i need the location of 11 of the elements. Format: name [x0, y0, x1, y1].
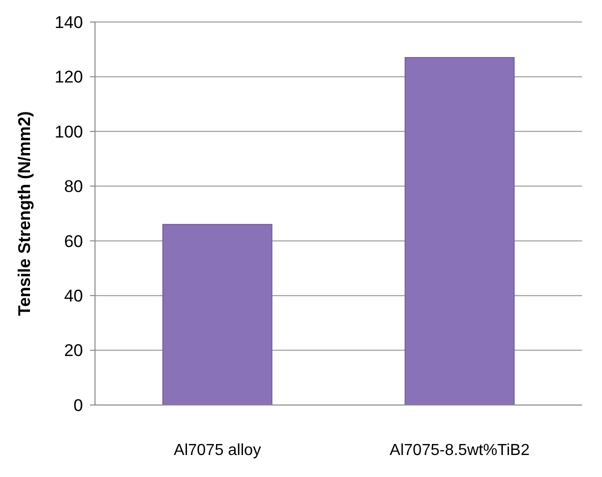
y-tick-label: 60	[64, 232, 83, 251]
y-tick-label: 40	[64, 286, 83, 306]
x-tick-label: Al7075 alloy	[174, 442, 261, 459]
y-tick-label: 140	[54, 12, 83, 32]
y-tick-label: 80	[64, 177, 83, 196]
y-tick-label: 20	[64, 341, 83, 360]
x-tick-label: Al7075-8.5wt%TiB2	[390, 442, 530, 459]
y-tick-label: 120	[54, 68, 83, 87]
y-tick-label: 0	[74, 396, 83, 415]
y-tick-label: 100	[54, 122, 83, 142]
y-axis-title: Tensile Strength (N/mm2)	[15, 111, 34, 316]
